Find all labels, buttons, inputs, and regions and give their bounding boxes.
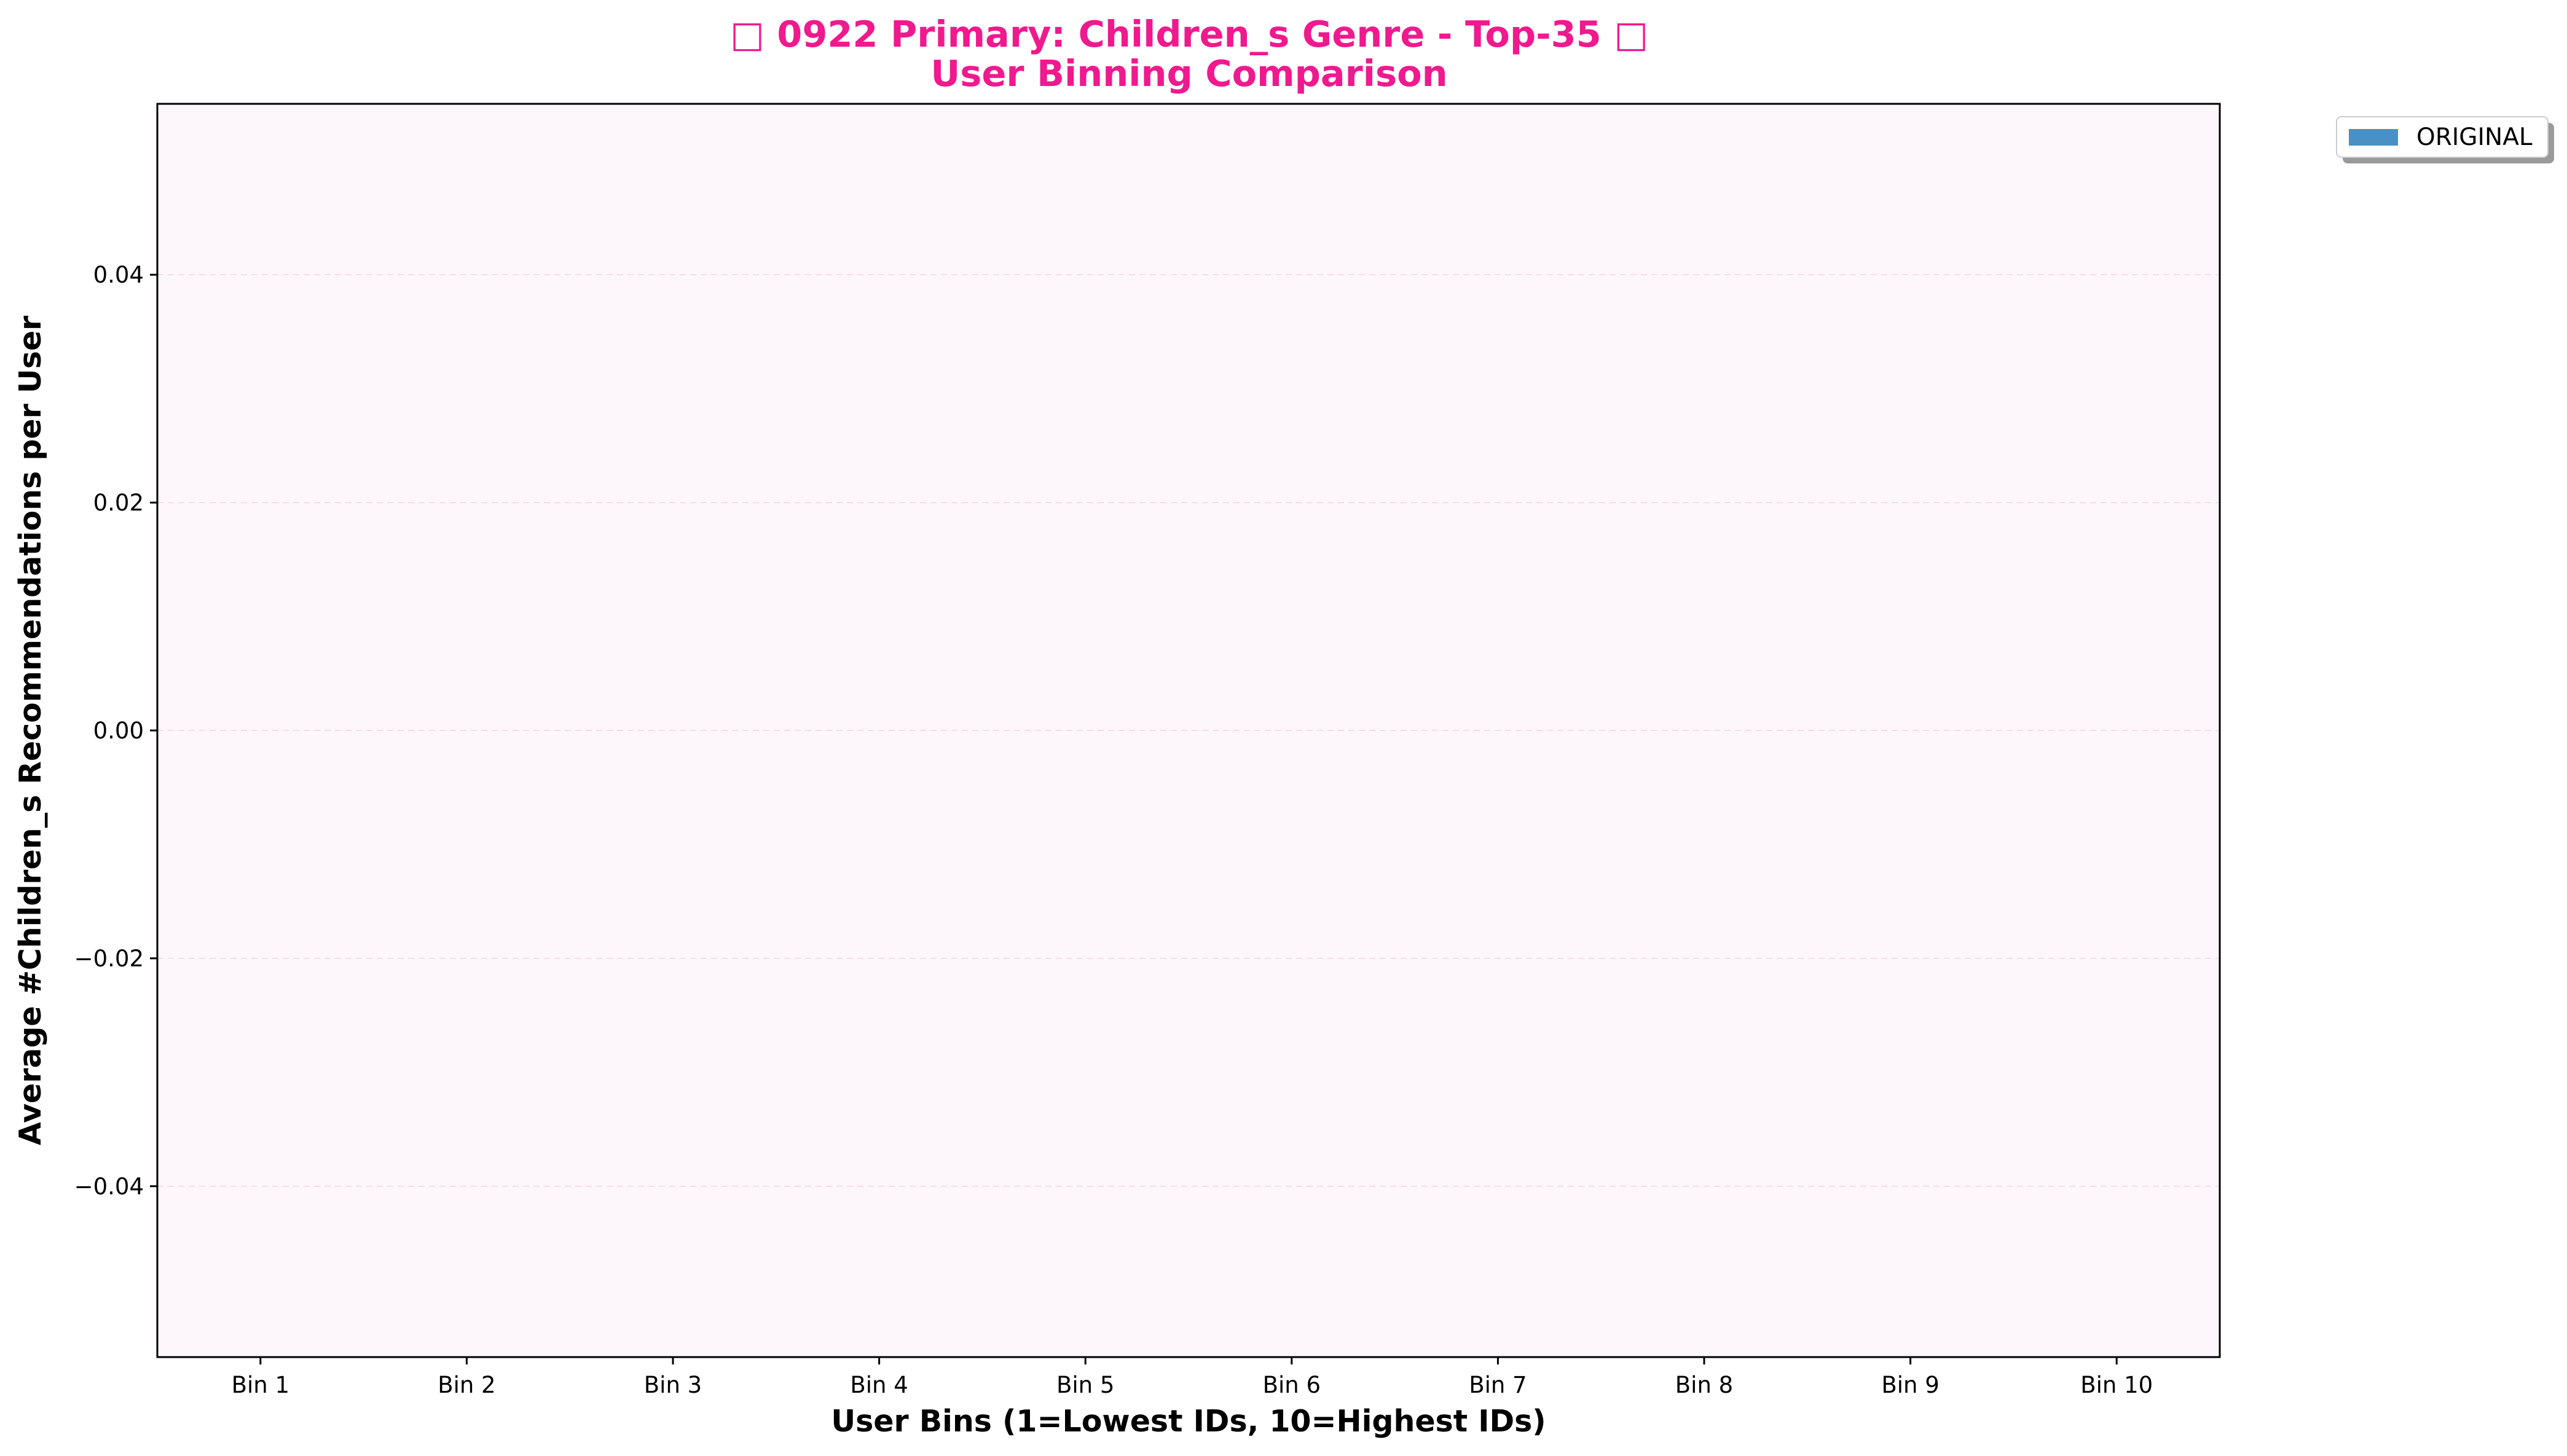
x-axis-label: User Bins (1=Lowest IDs, 10=Highest IDs): [831, 1404, 1546, 1439]
y-tick-label: 0.00: [93, 718, 144, 744]
x-tick-label: Bin 9: [1881, 1372, 1939, 1398]
y-axis-label: Average #Children_s Recommendations per …: [13, 315, 48, 1145]
y-tick-label: −0.04: [74, 1173, 144, 1200]
x-tick-label: Bin 6: [1263, 1372, 1321, 1398]
y-tick-label: −0.02: [74, 945, 144, 972]
chart-title: □ 0922 Primary: Children_s Genre - Top-3…: [730, 13, 1648, 55]
grid-lines: [157, 274, 2220, 1187]
x-tick-label: Bin 5: [1056, 1372, 1114, 1398]
legend-label-original: ORIGINAL: [2416, 123, 2533, 151]
chart-subtitle: User Binning Comparison: [930, 52, 1447, 95]
x-tick-label: Bin 10: [2080, 1372, 2153, 1398]
x-axis-ticks: Bin 1 Bin 2 Bin 3 Bin 4 Bin 5 Bin 6 Bin 7 Bin 8…: [232, 1357, 2153, 1398]
legend-swatch: [2349, 129, 2398, 146]
x-tick-label: Bin 2: [438, 1372, 495, 1398]
y-axis-ticks: 0.04 0.02 0.00 −0.02 −0.04: [74, 262, 157, 1200]
legend-box: [2336, 116, 2549, 158]
x-tick-label: Bin 1: [232, 1372, 289, 1398]
x-tick-label: Bin 7: [1469, 1372, 1527, 1398]
y-tick-label: 0.04: [93, 262, 144, 288]
x-tick-label: Bin 4: [850, 1372, 908, 1398]
legend: ORIGINAL: [2336, 116, 2554, 163]
y-tick-label: 0.02: [93, 490, 144, 516]
x-tick-label: Bin 8: [1675, 1372, 1733, 1398]
x-tick-label: Bin 3: [644, 1372, 702, 1398]
plot-area: [157, 104, 2220, 1357]
